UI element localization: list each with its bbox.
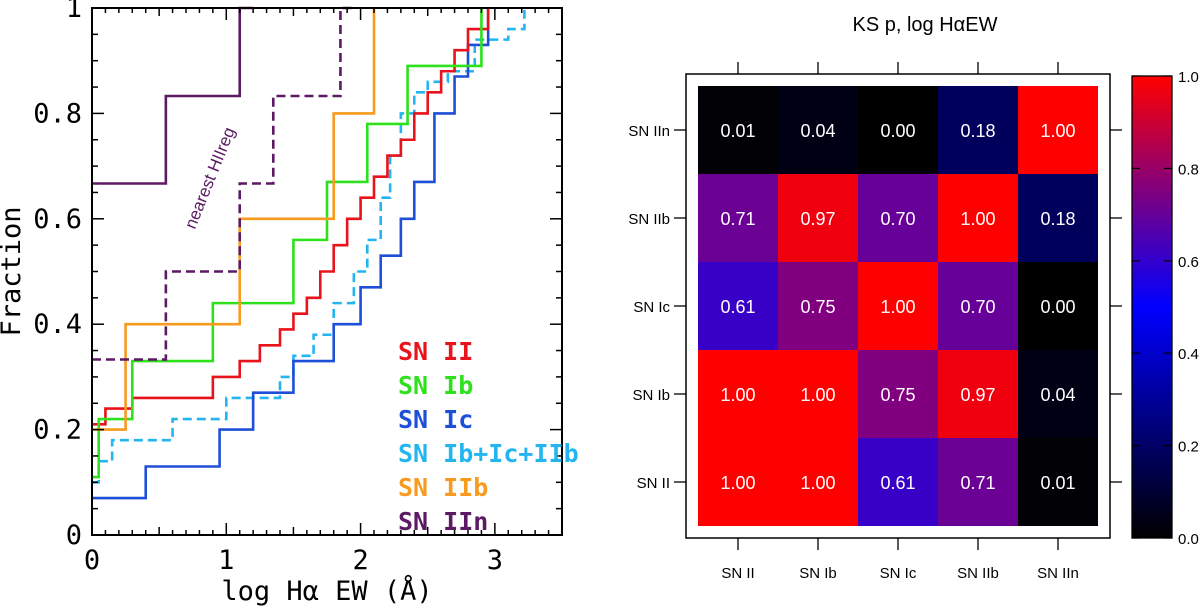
- heatmap-row-label: SN Ib: [632, 387, 670, 404]
- x-axis-label: log Hα EW (Å): [221, 575, 432, 606]
- legend-entry-sn-ic: SN Ic: [398, 405, 473, 434]
- heatmap-cell-value: 0.18: [1040, 209, 1075, 229]
- heatmap-col-label: SN IIn: [1037, 565, 1079, 582]
- heatmap-cell: [778, 350, 858, 438]
- legend-entry-sn-iib: SN IIb: [398, 473, 488, 502]
- legend-entry-sn-ib: SN Ib: [398, 371, 473, 400]
- heatmap-cell: [698, 350, 778, 438]
- heatmap-cell: [1018, 86, 1098, 174]
- y-axis-label: Fraction: [0, 206, 27, 336]
- y-tick-label: 1: [66, 0, 82, 24]
- colorbar-gradient: [1131, 75, 1173, 539]
- heatmap-cell-value: 0.01: [720, 121, 755, 141]
- heatmap-cell-value: 0.97: [800, 209, 835, 229]
- heatmap-cell-value: 0.04: [800, 121, 835, 141]
- heatmap-cell-value: 1.00: [960, 209, 995, 229]
- heatmap-row-label: SN IIb: [628, 211, 670, 228]
- y-tick-label: 0.8: [33, 98, 82, 129]
- heatmap-cell: [858, 438, 938, 526]
- heatmap-row-label: SN II: [637, 475, 670, 492]
- series-line-sn-ic: [92, 8, 490, 500]
- y-tick-label: 0.2: [33, 415, 82, 446]
- colorbar-tick-label: 0.4: [1178, 346, 1199, 363]
- heatmap-cell-value: 0.70: [880, 209, 915, 229]
- heatmap-cell: [938, 350, 1018, 438]
- nearest-hiireg-annotation: nearest HIIreg: [181, 124, 239, 231]
- heatmap-cell-value: 1.00: [800, 385, 835, 405]
- heatmap-cell: [778, 262, 858, 350]
- heatmap-cell: [698, 174, 778, 262]
- colorbar-tick-label: 0.8: [1178, 161, 1199, 178]
- x-tick-label: 2: [352, 545, 368, 576]
- colorbar-tick-label: 1.0: [1178, 69, 1199, 86]
- heatmap-cell: [1018, 262, 1098, 350]
- heatmap-row-label: SN Ic: [633, 299, 670, 316]
- heatmap-cell: [858, 86, 938, 174]
- y-tick-label: 0.4: [33, 309, 82, 340]
- heatmap-cell: [858, 350, 938, 438]
- heatmap-row-label: SN IIn: [628, 123, 670, 140]
- heatmap-cell-value: 0.70: [960, 297, 995, 317]
- colorbar: 0.0 0.2 0.4 0.6 0.8 1.0: [1131, 69, 1199, 548]
- heatmap-cell-value: 0.61: [880, 473, 915, 493]
- ks-heatmap: KS p, log HαEW 0.01 0.04 0.00 0.18 1.00 0.71 0.…: [628, 14, 1122, 582]
- heatmap-cell: [778, 438, 858, 526]
- x-tick-label: 1: [218, 545, 234, 576]
- colorbar-tick-label: 0.6: [1178, 254, 1199, 271]
- series-line-sn-ib-ic-iib: [92, 8, 526, 484]
- heatmap-cell: [1018, 438, 1098, 526]
- heatmap-cell-value: 1.00: [800, 473, 835, 493]
- heatmap-col-label: SN IIb: [957, 565, 999, 582]
- x-tick-label: 3: [487, 545, 503, 576]
- heatmap-cell: [1018, 350, 1098, 438]
- heatmap-cell-value: 0.01: [1040, 473, 1075, 493]
- heatmap-cell: [858, 174, 938, 262]
- x-tick-label: 0: [84, 545, 100, 576]
- heatmap-cell: [1018, 174, 1098, 262]
- heatmap-cell-value: 1.00: [1040, 121, 1075, 141]
- heatmap-cell-value: 1.00: [880, 297, 915, 317]
- heatmap-col-label: SN Ic: [880, 565, 917, 582]
- heatmap-cell: [778, 86, 858, 174]
- heatmap-cell-value: 0.04: [1040, 385, 1075, 405]
- heatmap-cell-value: 1.00: [720, 385, 755, 405]
- heatmap-cell: [938, 262, 1018, 350]
- cdf-legend: SN II SN Ib SN Ic SN Ib+Ic+IIb SN IIb SN IIn: [398, 337, 579, 536]
- heatmap-cell: [698, 262, 778, 350]
- heatmap-title: KS p, log HαEW: [853, 14, 998, 36]
- heatmap-cell: [858, 262, 938, 350]
- colorbar-tick-label: 0.2: [1178, 439, 1199, 456]
- heatmap-cell: [938, 86, 1018, 174]
- heatmap-cell-value: 0.75: [800, 297, 835, 317]
- heatmap-cell-value: 0.75: [880, 385, 915, 405]
- heatmap-cell: [698, 86, 778, 174]
- heatmap-cell-value: 0.71: [960, 473, 995, 493]
- series-line-sn-iib: [92, 8, 376, 431]
- heatmap-cell: [698, 438, 778, 526]
- heatmap-cell-value: 0.00: [880, 121, 915, 141]
- heatmap-cell: [778, 174, 858, 262]
- heatmap-cell-value: 1.00: [720, 473, 755, 493]
- series-line-sn-ii: [92, 8, 490, 426]
- legend-entry-sn-ib-ic-iib: SN Ib+Ic+IIb: [398, 439, 579, 468]
- heatmap-cell-value: 0.18: [960, 121, 995, 141]
- colorbar-tick-label: 0.0: [1178, 531, 1199, 548]
- heatmap-cell: [938, 174, 1018, 262]
- heatmap-cell-value: 0.00: [1040, 297, 1075, 317]
- heatmap-col-label: SN II: [721, 565, 754, 582]
- heatmap-cell-value: 0.71: [720, 209, 755, 229]
- series-line-nearest-hiireg: [92, 6, 354, 361]
- legend-entry-sn-ii: SN II: [398, 337, 473, 366]
- heatmap-cell-value: 0.61: [720, 297, 755, 317]
- series-line-sn-iin: [92, 6, 254, 185]
- cdf-series-group: [92, 6, 526, 500]
- heatmap-cell-value: 0.97: [960, 385, 995, 405]
- heatmap-col-label: SN Ib: [799, 565, 837, 582]
- legend-entry-sn-iin: SN IIn: [398, 507, 488, 536]
- heatmap-cell: [938, 438, 1018, 526]
- y-tick-label: 0: [66, 520, 82, 551]
- y-tick-label: 0.6: [33, 204, 82, 235]
